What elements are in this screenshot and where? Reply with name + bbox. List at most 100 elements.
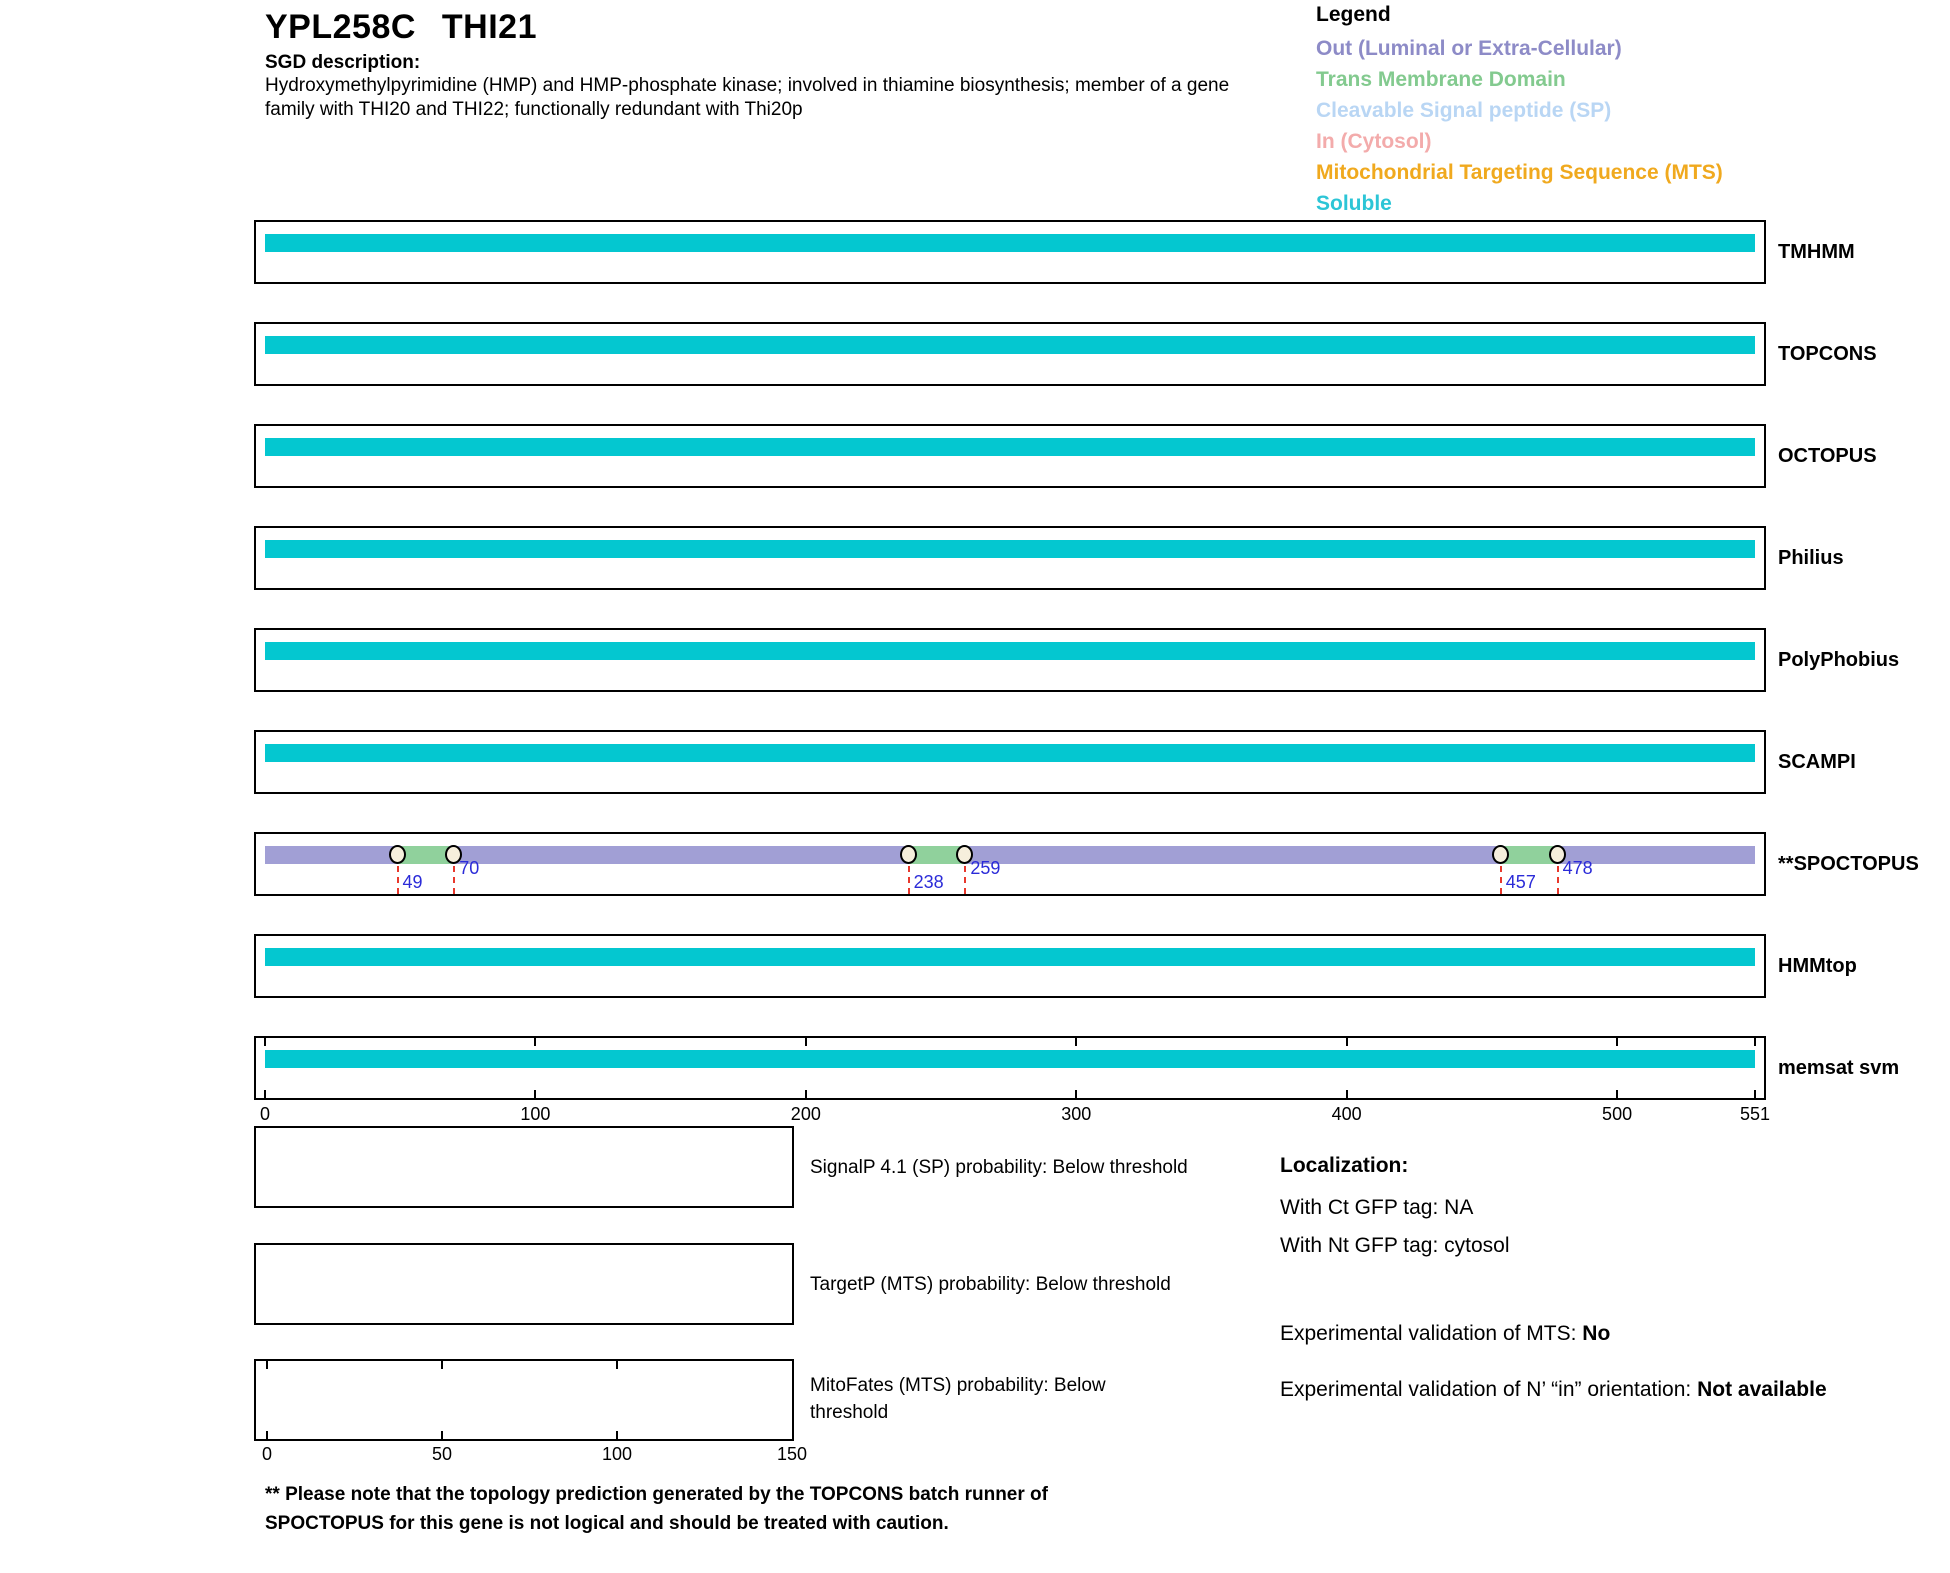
legend-item-cleavable: Cleavable Signal peptide (SP) bbox=[1316, 99, 1612, 122]
localization-title: Localization: bbox=[1280, 1154, 1409, 1177]
boundary-dashed-line bbox=[1499, 855, 1502, 894]
track-label-octopus: OCTOPUS bbox=[1778, 445, 1877, 467]
track-label-scampi: SCAMPI bbox=[1778, 751, 1856, 773]
axis-tick bbox=[441, 1431, 443, 1439]
bar-segment-soluble bbox=[265, 438, 1755, 456]
axis-tick bbox=[266, 1431, 268, 1439]
boundary-position-label: 457 bbox=[1505, 872, 1536, 892]
tm-boundary-marker bbox=[899, 845, 917, 864]
track-octopus bbox=[254, 424, 1766, 488]
legend-item-soluble: Soluble bbox=[1316, 192, 1392, 215]
bar-segment-tm bbox=[397, 846, 455, 864]
track-spoctopus: 49 70 238 259 457 478 bbox=[254, 832, 1766, 896]
probability-box-mitofates bbox=[254, 1359, 794, 1441]
axis-tick bbox=[266, 1361, 268, 1369]
axis-tick bbox=[1754, 1090, 1756, 1098]
mitofates-axis-tick-label: 100 bbox=[601, 1444, 633, 1464]
panel-caption-signalp: SignalP 4.1 (SP) probability: Below thre… bbox=[810, 1157, 1188, 1178]
boundary-position-label: 238 bbox=[913, 872, 944, 892]
panel-caption-mitofates: MitoFates (MTS) probability: Below thres… bbox=[810, 1375, 1106, 1423]
bar-segment-out bbox=[265, 846, 398, 864]
track-scampi bbox=[254, 730, 1766, 794]
axis-tick bbox=[1345, 1090, 1348, 1098]
boundary-position-label: 49 bbox=[402, 872, 423, 892]
track-label-tmhmm: TMHMM bbox=[1778, 241, 1855, 263]
spoctopus-caution-footnote: ** Please note that the topology predict… bbox=[265, 1484, 1048, 1534]
track-polyphobius bbox=[254, 628, 1766, 692]
bar-segment-soluble bbox=[265, 642, 1755, 660]
track-memsat-svm bbox=[254, 1036, 1766, 1100]
probability-box-targetp bbox=[254, 1243, 794, 1325]
boundary-dashed-line bbox=[964, 855, 967, 894]
axis-tick bbox=[534, 1038, 537, 1046]
bar-segment-soluble bbox=[265, 234, 1755, 252]
gene-systematic-name: YPL258C bbox=[265, 8, 416, 46]
boundary-dashed-line bbox=[907, 855, 910, 894]
tm-boundary-marker bbox=[388, 845, 406, 864]
boundary-position-label: 70 bbox=[459, 858, 480, 878]
bar-segment-out bbox=[1557, 846, 1755, 864]
axis-tick bbox=[264, 1090, 266, 1098]
panel-caption-targetp: TargetP (MTS) probability: Below thresho… bbox=[810, 1274, 1171, 1295]
track-tmhmm bbox=[254, 220, 1766, 284]
legend-title: Legend bbox=[1316, 3, 1391, 26]
bar-segment-out bbox=[965, 846, 1501, 864]
bar-segment-tm bbox=[1500, 846, 1558, 864]
axis-tick-label: 0 bbox=[259, 1104, 271, 1124]
legend-item-mitochondrial: Mitochondrial Targeting Sequence (MTS) bbox=[1316, 161, 1723, 184]
axis-tick bbox=[1345, 1038, 1348, 1046]
ct-gfp-localization: With Ct GFP tag: NA bbox=[1280, 1196, 1474, 1219]
track-label-topcons: TOPCONS bbox=[1778, 343, 1877, 365]
tm-boundary-marker bbox=[1491, 845, 1509, 864]
page-title: YPL258C THI21 bbox=[265, 8, 537, 47]
probability-box-signalp bbox=[254, 1126, 794, 1208]
legend-item-out: Out (Luminal or Extra-Cellular) bbox=[1316, 37, 1622, 60]
tm-boundary-marker bbox=[956, 845, 974, 864]
axis-tick bbox=[1754, 1038, 1756, 1046]
axis-tick bbox=[1616, 1090, 1619, 1098]
bar-segment-soluble bbox=[265, 744, 1755, 762]
track-label-spoctopus: **SPOCTOPUS bbox=[1778, 853, 1919, 875]
orientation-validation-line: Experimental validation of N’ “in” orien… bbox=[1280, 1378, 1827, 1401]
boundary-dashed-line bbox=[1556, 855, 1559, 894]
gene-standard-name: THI21 bbox=[441, 8, 537, 46]
mitofates-axis-tick-label: 150 bbox=[776, 1444, 808, 1464]
nt-gfp-localization: With Nt GFP tag: cytosol bbox=[1280, 1234, 1510, 1257]
axis-tick bbox=[1075, 1038, 1078, 1046]
mts-validation-value: No bbox=[1582, 1322, 1611, 1345]
legend-item-in: In (Cytosol) bbox=[1316, 130, 1432, 153]
legend-item-trans: Trans Membrane Domain bbox=[1316, 68, 1566, 91]
bar-segment-soluble bbox=[265, 336, 1755, 354]
mts-validation-line: Experimental validation of MTS: No bbox=[1280, 1322, 1611, 1345]
mitofates-axis-tick-label: 50 bbox=[431, 1444, 453, 1464]
tm-boundary-marker bbox=[1548, 845, 1566, 864]
track-philius bbox=[254, 526, 1766, 590]
tm-boundary-marker bbox=[445, 845, 463, 864]
track-label-polyphobius: PolyPhobius bbox=[1778, 649, 1900, 671]
axis-tick bbox=[441, 1361, 443, 1369]
bar-segment-soluble bbox=[265, 1050, 1755, 1068]
axis-tick-label: 400 bbox=[1331, 1104, 1362, 1124]
orientation-validation-value: Not available bbox=[1697, 1378, 1827, 1401]
boundary-position-label: 478 bbox=[1562, 858, 1593, 878]
axis-tick bbox=[264, 1038, 266, 1046]
sgd-description-label: SGD description: bbox=[265, 52, 421, 73]
axis-tick-label: 551 bbox=[1739, 1104, 1771, 1124]
boundary-dashed-line bbox=[396, 855, 399, 894]
bar-segment-soluble bbox=[265, 948, 1755, 966]
bar-segment-soluble bbox=[265, 540, 1755, 558]
axis-tick bbox=[804, 1038, 807, 1046]
track-label-memsat-svm: memsat svm bbox=[1778, 1057, 1900, 1079]
axis-tick-label: 300 bbox=[1061, 1104, 1092, 1124]
axis-tick-label: 500 bbox=[1602, 1104, 1633, 1124]
legend: Legend Out (Luminal or Extra-Cellular) Tr… bbox=[1316, 2, 1723, 219]
axis-tick bbox=[1075, 1090, 1078, 1098]
bar-segment-tm bbox=[908, 846, 966, 864]
legend-items: Out (Luminal or Extra-Cellular) Trans Mem… bbox=[1316, 33, 1723, 219]
boundary-dashed-line bbox=[453, 855, 456, 894]
mitofates-axis-tick-label: 0 bbox=[261, 1444, 273, 1464]
track-topcons bbox=[254, 322, 1766, 386]
axis-tick bbox=[616, 1431, 618, 1439]
axis-tick-label: 100 bbox=[520, 1104, 551, 1124]
